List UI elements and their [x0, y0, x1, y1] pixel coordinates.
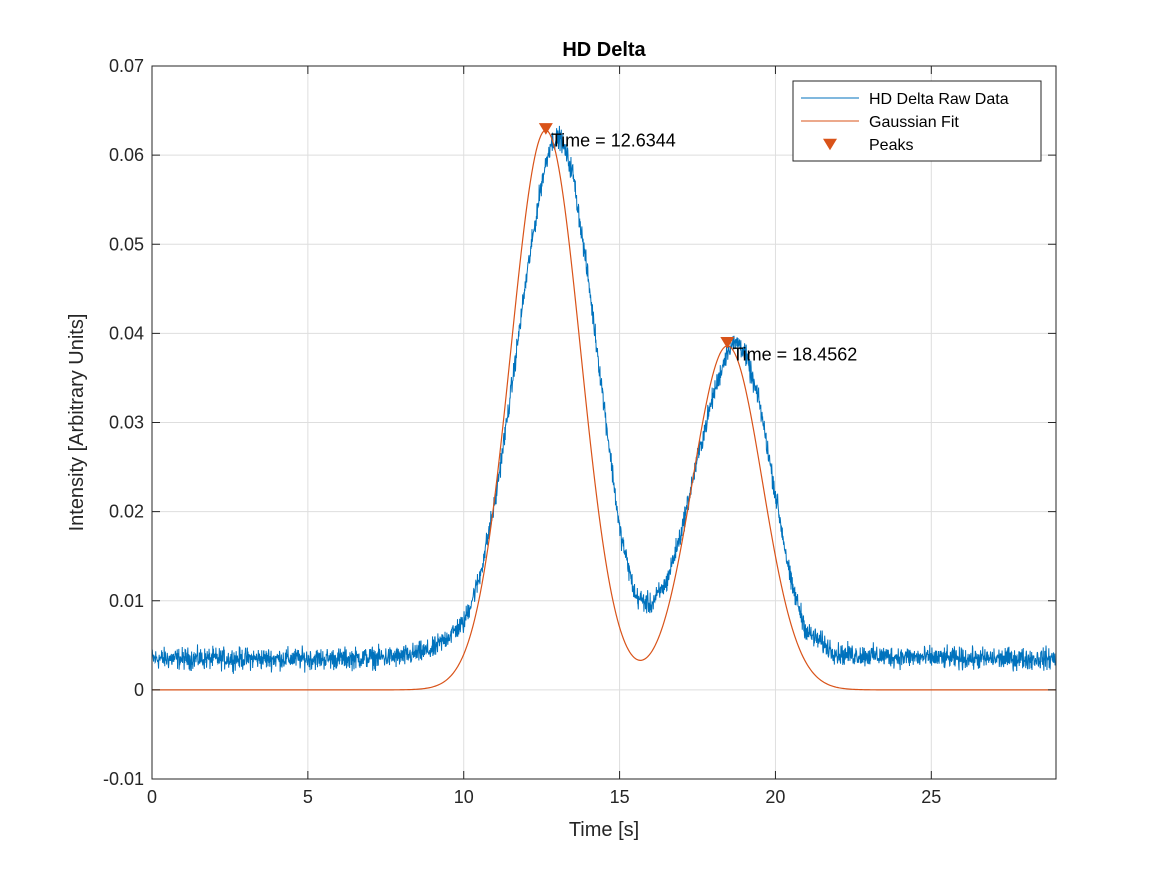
y-axis-label: Intensity [Arbitrary Units] — [66, 314, 88, 532]
y-tick-label: 0.03 — [109, 413, 144, 433]
peak-markers — [538, 123, 735, 349]
series-line-gaussian-fit — [152, 129, 1056, 691]
x-tick-label: 20 — [765, 787, 785, 807]
plot-area: Time = 12.6344 Time = 18.4562 — [151, 123, 1057, 691]
chart-title: HD Delta — [562, 39, 646, 61]
legend-swatch-peaks — [823, 138, 837, 151]
legend: HD Delta Raw Data Gaussian Fit Peaks — [792, 80, 1042, 162]
y-tick-label: 0 — [134, 680, 144, 700]
x-tick-label: 25 — [921, 787, 941, 807]
axis-ticks: 0 5 10 15 20 25-0.0100.010.020.030.040.050.06… — [103, 56, 1056, 807]
y-tick-label: 0.02 — [109, 502, 144, 522]
peak-marker — [720, 337, 735, 349]
peak-marker — [538, 123, 553, 135]
y-tick-label: 0.06 — [109, 145, 144, 165]
x-tick-label: 10 — [454, 787, 474, 807]
y-tick-label: 0.01 — [109, 591, 144, 611]
series-line-raw-data — [151, 125, 1057, 674]
x-axis-label: Time [s] — [569, 819, 639, 841]
y-tick-label: -0.01 — [103, 769, 144, 789]
x-tick-label: 15 — [610, 787, 630, 807]
grid — [152, 66, 1056, 779]
legend-label-raw-data: HD Delta Raw Data — [869, 91, 1009, 108]
y-tick-label: 0.07 — [109, 56, 144, 76]
y-tick-label: 0.04 — [109, 323, 144, 343]
annotations: Time = 12.6344 Time = 18.4562 — [551, 130, 857, 364]
x-tick-label: 5 — [303, 787, 313, 807]
peak-time-annotation: Time = 12.6344 — [551, 130, 676, 150]
y-tick-label: 0.05 — [109, 234, 144, 254]
legend-label-peaks: Peaks — [869, 137, 913, 154]
x-tick-label: 0 — [147, 787, 157, 807]
legend-label-gaussian-fit: Gaussian Fit — [869, 114, 959, 131]
peak-time-annotation: Time = 18.4562 — [732, 344, 857, 364]
